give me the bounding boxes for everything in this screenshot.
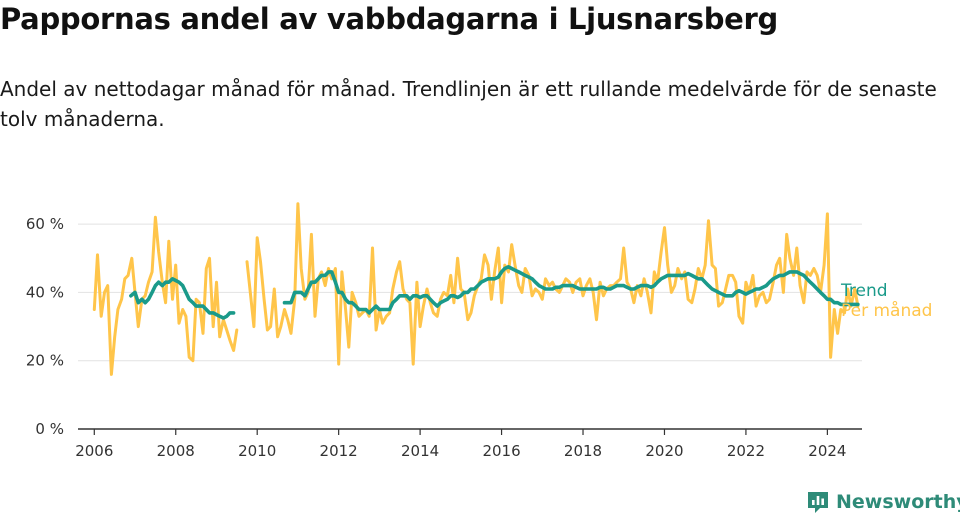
series-line-trend (129, 277, 236, 320)
series-line-monthly (92, 215, 239, 376)
brand-logo: Newsworthy (806, 490, 960, 514)
x-tick-label: 2014 (401, 442, 439, 460)
legend-label-trend: Trend (840, 281, 888, 301)
x-tick-label: 2008 (157, 442, 195, 460)
brand-name: Newsworthy (836, 491, 960, 513)
chart-title: Pappornas andel av vabbdagarna i Ljusnar… (0, 2, 778, 36)
chart-subtitle: Andel av nettodagar månad för månad. Tre… (0, 77, 937, 131)
x-tick-label: 2006 (75, 442, 113, 460)
y-tick-label: 60 % (26, 215, 64, 233)
y-tick-label: 40 % (26, 283, 64, 301)
x-tick-label: 2024 (808, 442, 846, 460)
x-tick-label: 2010 (238, 442, 276, 460)
series-line-trend (282, 265, 860, 315)
legend-label-monthly: Per månad (841, 300, 932, 321)
y-tick-label: 20 % (26, 352, 64, 370)
y-tick-label: 0 % (35, 420, 64, 438)
x-tick-label: 2016 (482, 442, 520, 460)
series-line-monthly (245, 202, 860, 366)
x-tick-label: 2022 (727, 442, 765, 460)
newsworthy-logo-icon (808, 492, 828, 513)
x-tick-label: 2020 (645, 442, 683, 460)
x-tick-label: 2012 (320, 442, 358, 460)
x-tick-label: 2018 (564, 442, 602, 460)
